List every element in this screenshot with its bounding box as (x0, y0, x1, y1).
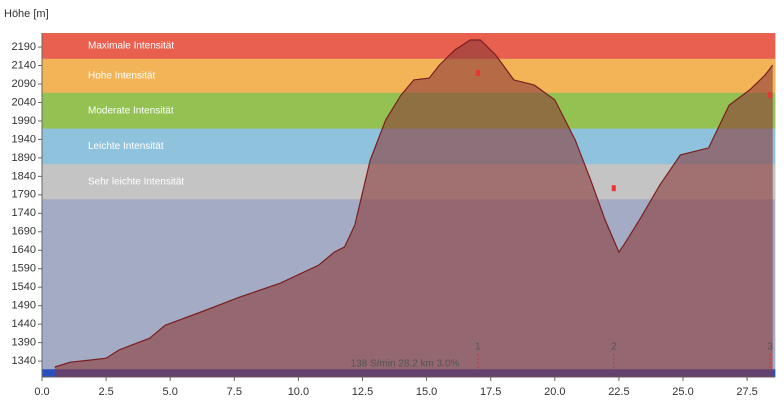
x-tick-label: 10.0 (288, 386, 309, 398)
y-tick-label: 1340 (12, 355, 36, 367)
y-tick-label: 1990 (12, 115, 36, 127)
zone-label: Moderate Intensität (88, 105, 174, 116)
x-tick-label: 12.5 (352, 386, 373, 398)
marker-point (611, 185, 616, 192)
zone-label: Maximale Intensität (88, 41, 174, 52)
profile-area (54, 40, 773, 377)
y-tick-label: 1690 (12, 226, 36, 238)
y-tick-label: 2040 (12, 96, 36, 108)
profile-line (54, 39, 774, 368)
info-text: 138 S/min 28.2 km 3.0% (351, 359, 460, 370)
y-tick-label: 1790 (12, 189, 36, 201)
y-tick-label: 2090 (12, 78, 36, 90)
y-tick-label: 1840 (12, 170, 36, 182)
y-tick-label: 2190 (12, 41, 36, 53)
y-tick-label: 1440 (12, 318, 36, 330)
y-tick-label: 1890 (12, 152, 36, 164)
marker-label: 1 (475, 342, 481, 353)
marker-point (475, 69, 480, 76)
x-tick-label: 27.5 (736, 386, 757, 398)
x-tick-label: 2.5 (98, 386, 113, 398)
x-tick-label: 17.5 (480, 386, 501, 398)
y-tick-label: 1940 (12, 133, 36, 145)
x-tick-label: 15.0 (416, 386, 437, 398)
y-axis-label: Höhe [m] (4, 8, 49, 20)
marker-label: 2 (611, 342, 617, 353)
zone (42, 33, 776, 59)
y-tick-label: 1640 (12, 244, 36, 256)
x-tick-label: 7.5 (227, 386, 242, 398)
zone-label: Hohe Intensität (88, 71, 155, 82)
y-tick-label: 2140 (12, 59, 36, 71)
y-tick-label: 1740 (12, 207, 36, 219)
marker-point (768, 92, 773, 99)
x-tick-label: 22.5 (608, 386, 629, 398)
x-tick-label: 5.0 (163, 386, 178, 398)
y-tick-label: 1390 (12, 337, 36, 349)
y-tick-label: 1490 (12, 300, 36, 312)
x-tick-label: 25.0 (672, 386, 693, 398)
y-tick-label: 1590 (12, 263, 36, 275)
x-tick-label: 20.0 (544, 386, 565, 398)
y-tick-label: 1540 (12, 281, 36, 293)
zone-label: Leichte Intensität (88, 141, 164, 152)
x-tick-label: 0.0 (34, 386, 49, 398)
zone-label: Sehr leichte Intensität (88, 176, 184, 187)
marker-label: 3 (767, 342, 773, 353)
